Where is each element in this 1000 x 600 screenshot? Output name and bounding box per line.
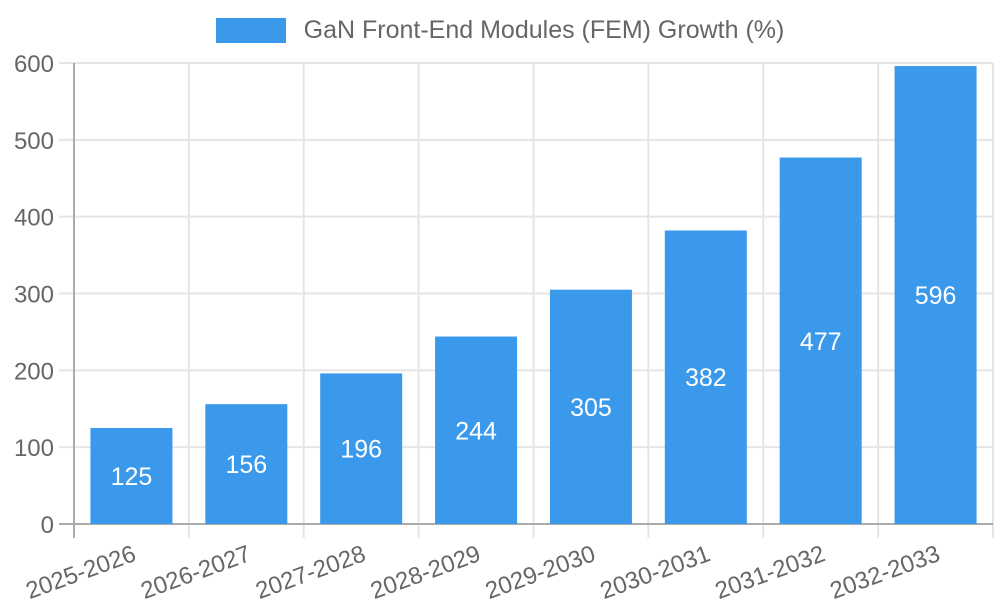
bar-2032-2033 (894, 66, 977, 524)
chart-legend[interactable]: GaN Front-End Modules (FEM) Growth (%) (0, 16, 1000, 45)
bar-value-label: 196 (340, 436, 382, 464)
y-tick-label: 500 (14, 128, 54, 155)
bar-value-label: 156 (225, 451, 267, 479)
y-tick-label: 100 (14, 435, 54, 462)
y-tick-label: 600 (14, 51, 54, 78)
bar-2029-2030 (549, 289, 632, 524)
x-tick-label: 2030-2031 (597, 540, 714, 600)
y-tick-label: 300 (14, 282, 54, 309)
x-tick-label: 2031-2032 (712, 540, 829, 600)
bar-2027-2028 (320, 373, 403, 524)
y-tick-label: 0 (41, 512, 54, 539)
y-tick-label: 200 (14, 358, 54, 385)
x-tick-label: 2029-2030 (482, 540, 599, 600)
legend-label: GaN Front-End Modules (FEM) Growth (%) (303, 16, 785, 44)
x-tick-label: 2032-2033 (827, 540, 944, 600)
bar-value-label: 382 (685, 364, 727, 392)
bar-value-label: 125 (111, 463, 153, 491)
bar-2031-2032 (779, 157, 862, 524)
bar-value-label: 596 (915, 282, 957, 310)
bar-2030-2031 (664, 230, 747, 524)
bar-value-label: 305 (570, 394, 612, 422)
legend-swatch (215, 18, 286, 43)
x-tick-label: 2025-2026 (22, 540, 139, 600)
x-tick-label: 2028-2029 (367, 540, 484, 600)
bar-value-label: 244 (455, 417, 497, 445)
bar-value-label: 477 (800, 328, 842, 356)
y-tick-label: 400 (14, 205, 54, 232)
bar-2028-2029 (435, 336, 518, 524)
bar-2025-2026 (90, 427, 173, 524)
x-tick-label: 2027-2028 (252, 540, 369, 600)
bar-2026-2027 (205, 404, 288, 524)
x-tick-label: 2026-2027 (137, 540, 254, 600)
